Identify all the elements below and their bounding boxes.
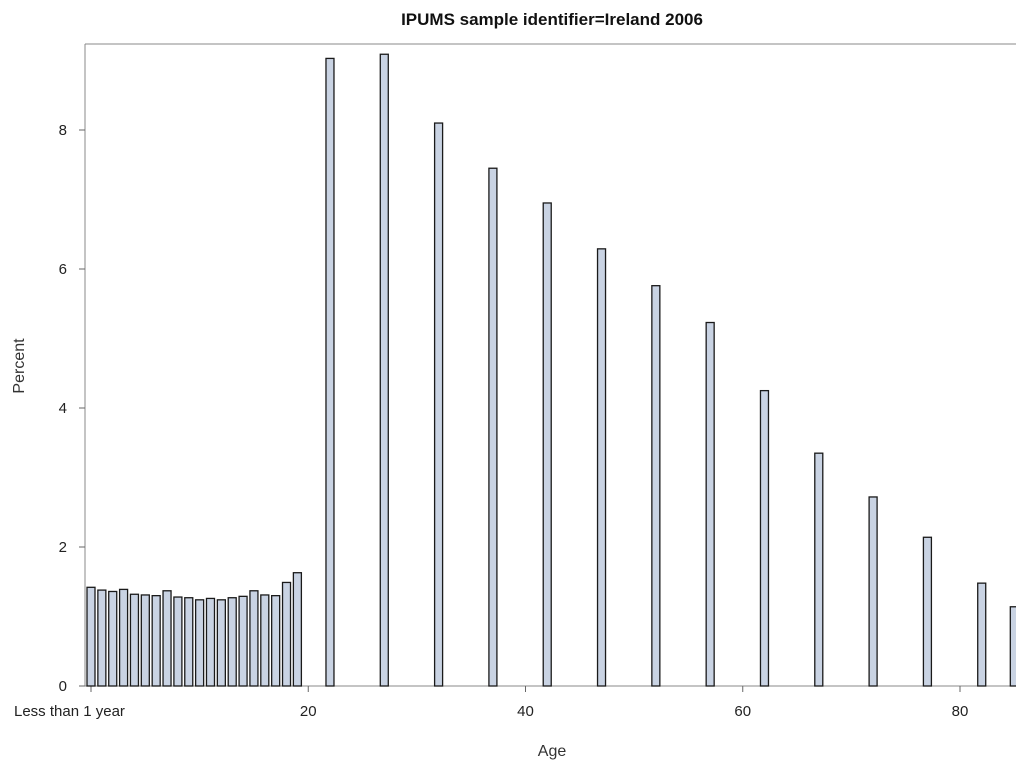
bar-age-7 [162, 590, 172, 687]
bar-age-19 [292, 572, 303, 687]
bar-age-57 [705, 321, 715, 687]
bar-age-67 [814, 452, 824, 687]
bar-age-82 [977, 582, 987, 687]
bar-age-1 [97, 589, 107, 687]
bar-age-62 [759, 389, 770, 687]
bar-age-85 [1009, 606, 1016, 687]
bar-age-27 [379, 53, 389, 687]
bar-age-2 [108, 590, 118, 687]
bar-age-77 [922, 536, 933, 687]
x-axis-label: Age [538, 743, 567, 760]
bar-age-16 [260, 594, 270, 687]
x-axis-ticks: Less than 1 year 20 40 60 80 [14, 686, 968, 720]
chart-title: IPUMS sample identifier=Ireland 2006 [401, 10, 703, 29]
y-tick-label: 4 [59, 400, 67, 417]
x-tick-label: Less than 1 year [14, 703, 125, 720]
bar-age-9 [184, 597, 194, 687]
bar-age-22 [325, 57, 335, 687]
bars-group [86, 53, 1016, 687]
x-tick-label: 80 [952, 703, 969, 720]
bar-age-10 [194, 599, 205, 687]
y-tick-label: 2 [59, 539, 67, 556]
y-axis-label: Percent [11, 338, 28, 394]
bar-age-42 [542, 202, 552, 687]
bar-age-5 [140, 594, 150, 687]
y-tick-label: 6 [59, 261, 67, 278]
y-tick-label: 8 [59, 122, 67, 139]
bar-age-37 [488, 167, 498, 687]
bar-age-17 [271, 595, 281, 687]
bar-age-47 [596, 248, 607, 687]
bar-age-0 [86, 586, 96, 687]
bar-age-32 [433, 122, 444, 687]
bar-age-8 [173, 596, 183, 687]
bar-age-11 [205, 597, 216, 687]
bar-age-13 [227, 597, 237, 687]
x-tick-label: 60 [734, 703, 751, 720]
bar-age-4 [129, 593, 140, 687]
bar-age-3 [118, 588, 129, 687]
y-axis-ticks: 0 2 4 6 8 [59, 122, 85, 695]
bar-age-18 [281, 581, 292, 687]
bar-age-12 [216, 599, 227, 687]
y-tick-label: 0 [59, 678, 67, 695]
bar-age-14 [238, 595, 248, 687]
bar-age-52 [651, 285, 661, 687]
bar-age-6 [151, 595, 161, 687]
x-tick-label: 40 [517, 703, 534, 720]
bar-age-72 [868, 496, 878, 687]
x-tick-label: 20 [300, 703, 317, 720]
bar-age-15 [249, 590, 259, 687]
